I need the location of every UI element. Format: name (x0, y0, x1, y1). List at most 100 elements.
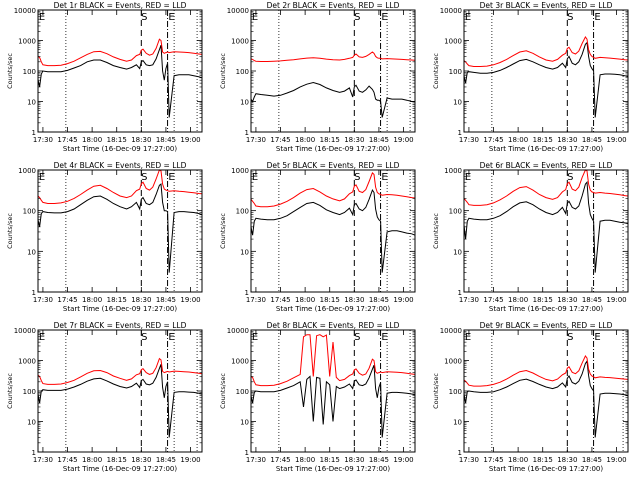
y-tick-label: 1 (32, 449, 36, 457)
y-tick-label: 1000 (444, 38, 462, 46)
x-tick-label: 18:45 (369, 296, 389, 304)
y-axis-label: Counts/sec (219, 213, 227, 249)
x-tick-label: 18:30 (344, 136, 364, 144)
x-tick-label: 17:30 (459, 136, 479, 144)
y-tick-label: 100 (236, 208, 249, 216)
panel-1: Det 1r BLACK = Events, RED = LLD S E E 1 10 10… (6, 1, 203, 153)
x-tick-label: 17:45 (270, 296, 290, 304)
plot-frame (250, 9, 416, 133)
y-axis-label: Counts/sec (432, 213, 440, 249)
edge-marker-label: E (465, 172, 471, 183)
x-tick-label: 19:00 (606, 456, 626, 464)
panel-7: Det 7r BLACK = Events, RED = LLD S E E 1 10 10… (6, 321, 203, 473)
x-tick-label: 18:00 (508, 296, 528, 304)
x-axis-label: Start Time (16-Dec-09 17:27:00) (63, 305, 177, 313)
x-tick-label: 18:15 (533, 136, 553, 144)
y-tick-label: 100 (236, 68, 249, 76)
x-tick-label: 17:45 (483, 296, 503, 304)
x-tick-label: 18:30 (131, 296, 151, 304)
x-tick-label: 18:30 (557, 136, 577, 144)
x-tick-label: 18:00 (82, 456, 102, 464)
end-marker-label: E (594, 12, 600, 23)
x-tick-label: 17:45 (483, 136, 503, 144)
end-marker-label: E (381, 172, 387, 183)
y-tick-label: 10000 (14, 7, 36, 15)
x-tick-label: 18:30 (557, 296, 577, 304)
x-tick-label: 17:45 (483, 456, 503, 464)
start-marker-label: S (567, 172, 573, 183)
plot-frame (463, 9, 629, 133)
series-lld-line (250, 51, 416, 62)
y-tick-label: 100 (236, 388, 249, 396)
x-tick-label: 17:45 (57, 296, 77, 304)
x-tick-label: 19:00 (393, 456, 413, 464)
y-tick-label: 100 (23, 68, 36, 76)
y-tick-label: 100 (23, 388, 36, 396)
x-tick-label: 18:45 (582, 136, 602, 144)
x-tick-label: 17:45 (270, 456, 290, 464)
x-tick-label: 17:30 (33, 296, 53, 304)
x-tick-label: 18:15 (107, 136, 127, 144)
y-tick-label: 10 (27, 99, 36, 107)
start-marker-label: S (567, 12, 573, 23)
x-tick-label: 17:30 (33, 136, 53, 144)
end-marker-label: E (168, 12, 174, 23)
edge-marker-label: E (252, 332, 258, 343)
y-tick-label: 1000 (444, 167, 462, 175)
x-axis-label: Start Time (16-Dec-09 17:27:00) (489, 465, 603, 473)
y-tick-label: 1 (458, 289, 462, 297)
x-tick-label: 18:30 (131, 136, 151, 144)
end-marker-label: E (381, 12, 387, 23)
panel-6: Det 6r BLACK = Events, RED = LLD S E E 1 10 10… (432, 161, 629, 313)
x-tick-label: 18:30 (131, 456, 151, 464)
x-tick-label: 18:15 (533, 456, 553, 464)
x-tick-label: 18:45 (156, 136, 176, 144)
x-axis-label: Start Time (16-Dec-09 17:27:00) (276, 145, 390, 153)
edge-marker-label: E (252, 172, 258, 183)
y-tick-label: 10 (240, 99, 249, 107)
y-tick-label: 100 (449, 68, 462, 76)
y-tick-label: 10000 (227, 7, 249, 15)
panel-title: Det 2r BLACK = Events, RED = LLD (267, 1, 400, 10)
y-tick-label: 1 (245, 129, 249, 137)
y-tick-label: 1000 (231, 167, 249, 175)
y-axis-label: Counts/sec (432, 53, 440, 89)
series-lld-line (250, 172, 416, 208)
series-lld-line (37, 357, 203, 385)
panel-title: Det 9r BLACK = Events, RED = LLD (480, 321, 613, 330)
plot-frame (463, 329, 629, 453)
x-tick-label: 18:15 (533, 296, 553, 304)
x-tick-label: 19:00 (393, 136, 413, 144)
y-axis-label: Counts/sec (432, 373, 440, 409)
start-marker-label: S (354, 12, 360, 23)
panel-2: Det 2r BLACK = Events, RED = LLD S E E 1 10 10… (219, 1, 416, 153)
y-tick-label: 1000 (231, 38, 249, 46)
x-tick-label: 18:45 (582, 296, 602, 304)
x-tick-label: 18:30 (344, 296, 364, 304)
series-events-line (37, 45, 203, 118)
x-tick-label: 18:15 (320, 136, 340, 144)
y-tick-label: 1 (32, 129, 36, 137)
x-tick-label: 18:45 (369, 456, 389, 464)
edge-marker-label: E (465, 332, 471, 343)
edge-marker-label: E (465, 12, 471, 23)
panel-3: Det 3r BLACK = Events, RED = LLD S E E 1 10 10… (432, 1, 629, 153)
y-tick-label: 10000 (227, 327, 249, 335)
x-tick-label: 18:15 (320, 296, 340, 304)
x-tick-label: 19:00 (606, 296, 626, 304)
x-tick-label: 18:00 (295, 456, 315, 464)
x-tick-label: 19:00 (180, 456, 200, 464)
x-tick-label: 18:00 (295, 296, 315, 304)
x-tick-label: 19:00 (606, 136, 626, 144)
x-tick-label: 18:45 (582, 456, 602, 464)
x-tick-label: 19:00 (180, 136, 200, 144)
x-tick-label: 18:30 (557, 456, 577, 464)
x-axis-label: Start Time (16-Dec-09 17:27:00) (63, 465, 177, 473)
y-axis-label: Counts/sec (6, 213, 14, 249)
x-tick-label: 18:00 (82, 296, 102, 304)
y-tick-label: 10 (27, 419, 36, 427)
y-tick-label: 1 (245, 449, 249, 457)
y-tick-label: 1000 (18, 358, 36, 366)
plot-frame (250, 169, 416, 293)
